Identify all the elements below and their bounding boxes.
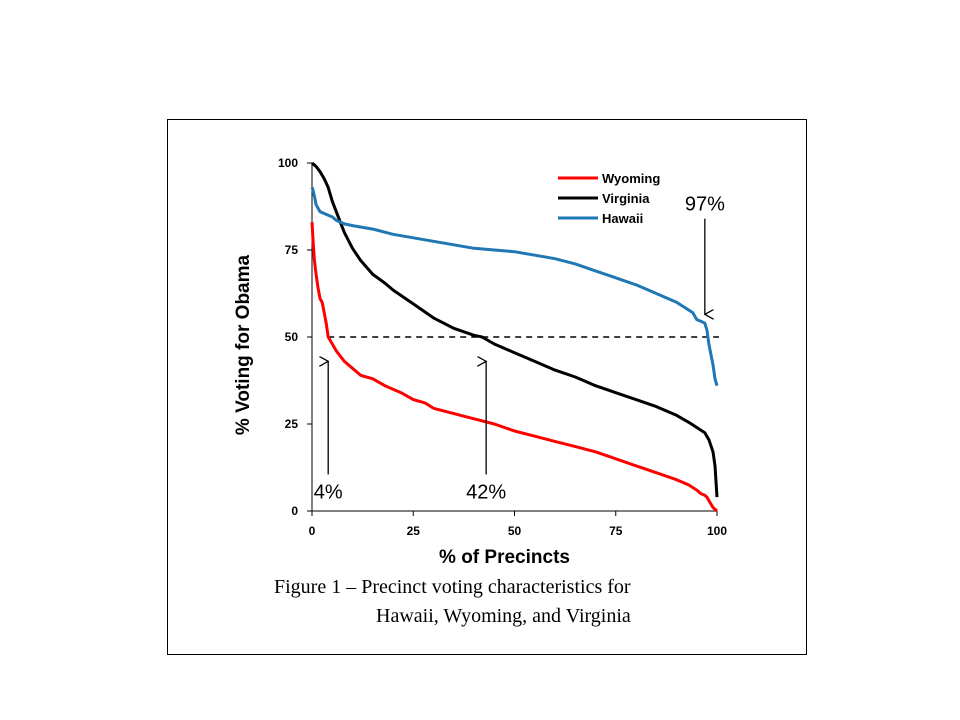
legend-label-hawaii: Hawaii bbox=[602, 211, 643, 226]
annotation-label: 97% bbox=[685, 194, 725, 216]
y-tick-label: 25 bbox=[285, 417, 299, 431]
y-tick-label: 50 bbox=[285, 330, 299, 344]
figure-caption-line-1: Figure 1 – Precinct voting characteristi… bbox=[274, 576, 631, 598]
figure-caption-line-2: Hawaii, Wyoming, and Virginia bbox=[376, 605, 631, 627]
y-tick-label: 100 bbox=[278, 156, 298, 170]
x-tick-label: 75 bbox=[609, 524, 623, 538]
annotation-layer: 4% 42% 97% bbox=[314, 194, 725, 504]
y-tick-label: 75 bbox=[285, 243, 299, 257]
series-line-virginia bbox=[311, 161, 719, 498]
x-tick-label: 100 bbox=[707, 524, 727, 538]
series-line-wyoming bbox=[310, 222, 718, 513]
series-layer bbox=[310, 161, 719, 513]
figure-frame: 0 25 50 75 100 0 25 50 75 100 4% 42% 97% Wyoming Vir… bbox=[167, 119, 807, 655]
annotation-label: 42% bbox=[466, 481, 506, 503]
series-line-hawaii bbox=[310, 186, 719, 387]
y-axis-title: % Voting for Obama bbox=[233, 254, 254, 435]
annotation-label: 4% bbox=[314, 481, 343, 503]
x-tick-label: 25 bbox=[407, 524, 421, 538]
x-tick-label: 50 bbox=[508, 524, 522, 538]
y-tick-label: 0 bbox=[291, 504, 298, 518]
line-chart: 0 25 50 75 100 0 25 50 75 100 4% 42% 97% Wyoming Vir… bbox=[233, 156, 727, 568]
legend: Wyoming Virginia Hawaii bbox=[558, 171, 660, 226]
x-tick-label: 0 bbox=[309, 524, 316, 538]
x-axis-title: % of Precincts bbox=[439, 547, 570, 568]
chart-axes: 0 25 50 75 100 0 25 50 75 100 bbox=[278, 156, 727, 538]
legend-label-virginia: Virginia bbox=[602, 191, 650, 206]
legend-label-wyoming: Wyoming bbox=[602, 171, 660, 186]
